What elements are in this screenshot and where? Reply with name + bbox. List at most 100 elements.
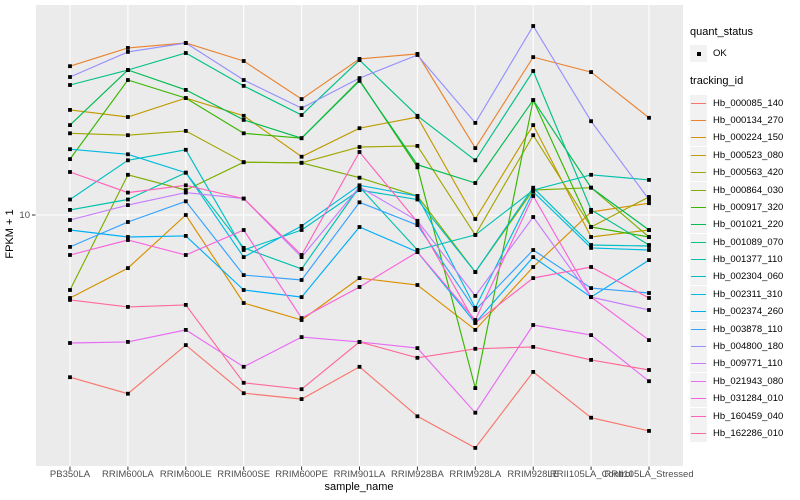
data-point [357,79,362,83]
legend-item-label: Hb_002311_310 [713,288,783,300]
x-tick-label: RRIM600LE [159,469,212,480]
data-point [68,147,72,152]
data-point [589,70,593,74]
legend-title-tracking-id: tracking_id [690,75,744,88]
data-point [531,189,536,194]
data-point [531,55,536,59]
data-point [241,246,246,250]
data-point [357,340,362,344]
legend-item-Hb_002311_310: Hb_002311_310 [690,285,800,303]
data-point [68,341,72,345]
legend-item-label: Hb_160459_040 [713,410,784,422]
data-point [415,165,420,170]
data-point [126,235,130,239]
legend-line-swatch [691,276,706,278]
data-point [126,50,130,54]
data-point [647,228,651,232]
legend-item-label: Hb_000134_270 [713,114,784,126]
data-point [126,133,130,138]
data-point [473,446,478,450]
data-point [126,190,130,195]
legend-key-box [690,268,707,286]
legend-line-swatch [691,206,706,208]
data-point [589,358,593,362]
legend-item-Hb_000523_080: Hb_000523_080 [690,146,800,164]
data-point [299,224,304,228]
legend-item-label: Hb_162286_010 [713,428,784,439]
legend-item-label: Hb_009771_110 [713,358,783,370]
x-tick-label: RRIM928BA [390,469,444,480]
data-point [68,298,72,302]
data-point [241,364,246,369]
legend-key-box [690,355,707,373]
data-point [68,228,72,232]
x-tick-label: RRIM600PE [275,469,328,480]
data-point [473,328,478,332]
data-point [473,270,478,274]
data-point [241,59,246,63]
data-point [183,199,188,204]
data-point [589,210,593,214]
legend-tracking-items: Hb_000085_140 Hb_000134_270 Hb_000224_150 H… [690,94,800,442]
legend-item-Hb_002304_060: Hb_002304_060 [690,268,800,286]
legend-key-box [690,372,707,390]
data-point [357,150,362,154]
data-point [183,303,188,307]
legend-item-label: Hb_002304_060 [713,271,784,283]
data-point [126,340,130,344]
legend-key-box [690,285,707,303]
data-point [589,415,593,420]
data-point [589,286,593,290]
point-symbol-icon [696,51,701,56]
data-point [473,306,478,310]
data-point [531,323,536,327]
data-point [241,288,246,292]
legend-item-label: Hb_031284_010 [713,393,784,405]
legend-item-label: Hb_001021_220 [713,219,784,231]
data-point [415,223,420,227]
legend-key-box [690,146,707,164]
data-point [183,183,188,188]
data-point [415,194,420,198]
data-point [241,78,246,82]
x-tick-label: RRIM600SE [217,469,271,480]
legend-item-Hb_000134_270: Hb_000134_270 [690,111,800,129]
data-point [357,276,362,280]
legend-item-label: Hb_004800_180 [713,341,784,353]
legend-line-swatch [691,328,706,330]
data-point [357,175,362,180]
data-point [241,255,246,259]
x-axis-title: sample_name [324,481,394,493]
legend-item-Hb_002374_260: Hb_002374_260 [690,303,800,321]
data-point [473,121,478,125]
data-point [126,152,130,157]
data-point [126,197,130,202]
data-point [299,295,304,299]
data-point [126,203,130,207]
data-point [68,83,72,87]
data-point [531,255,536,259]
legend-key-box [690,164,707,182]
data-point [126,220,130,224]
data-point [126,78,130,82]
data-point [68,64,72,69]
data-point [241,131,246,136]
legend-line-swatch [691,346,706,348]
data-point [531,24,536,28]
legend-line-swatch [691,154,706,156]
data-point [647,244,651,248]
data-point [126,238,130,242]
legend-line-swatch [691,380,706,382]
data-point [183,129,188,133]
data-point [241,196,246,201]
legend-key-box [690,94,707,112]
data-point [299,113,304,117]
data-point [589,235,593,239]
data-point [241,113,246,118]
legend-item-Hb_000224_150: Hb_000224_150 [690,129,800,147]
data-point [68,197,72,202]
data-point [473,294,478,298]
legend-item-Hb_000085_140: Hb_000085_140 [690,94,800,112]
data-point [531,133,536,138]
data-point [241,301,246,305]
